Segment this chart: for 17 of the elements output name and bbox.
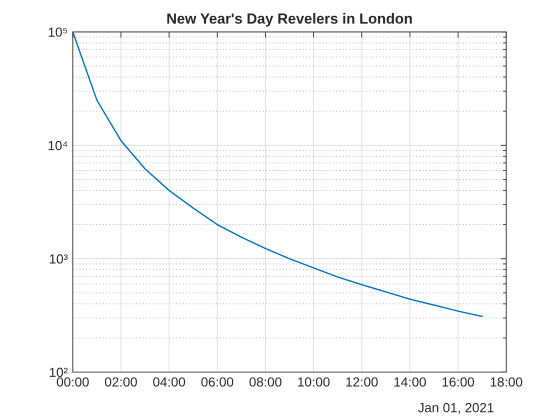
x-tick-label: 04:00 <box>153 377 186 387</box>
y-tick-label: 10⁵ <box>48 27 68 37</box>
x-tick-label: 16:00 <box>442 377 474 387</box>
x-tick-label: 18:00 <box>490 377 522 387</box>
x-tick-label: 02:00 <box>104 377 137 387</box>
y-tick-label: 10⁴ <box>48 140 68 150</box>
x-tick-label: 06:00 <box>201 377 234 387</box>
text: Jan 01, 2021 <box>418 403 494 414</box>
chart-title: New Year's Day Revelers in London <box>167 13 412 27</box>
line-series <box>72 32 483 318</box>
x-tick-label: 08:00 <box>249 377 282 387</box>
x-tick-label: 14:00 <box>394 377 426 387</box>
y-tick-label: 10³ <box>50 254 68 264</box>
x-tick-label: 12:00 <box>346 377 378 387</box>
x-tick-label: 10:00 <box>298 377 330 387</box>
x-tick-label: 00:00 <box>56 377 89 387</box>
y-tick-label: 10² <box>50 368 68 378</box>
